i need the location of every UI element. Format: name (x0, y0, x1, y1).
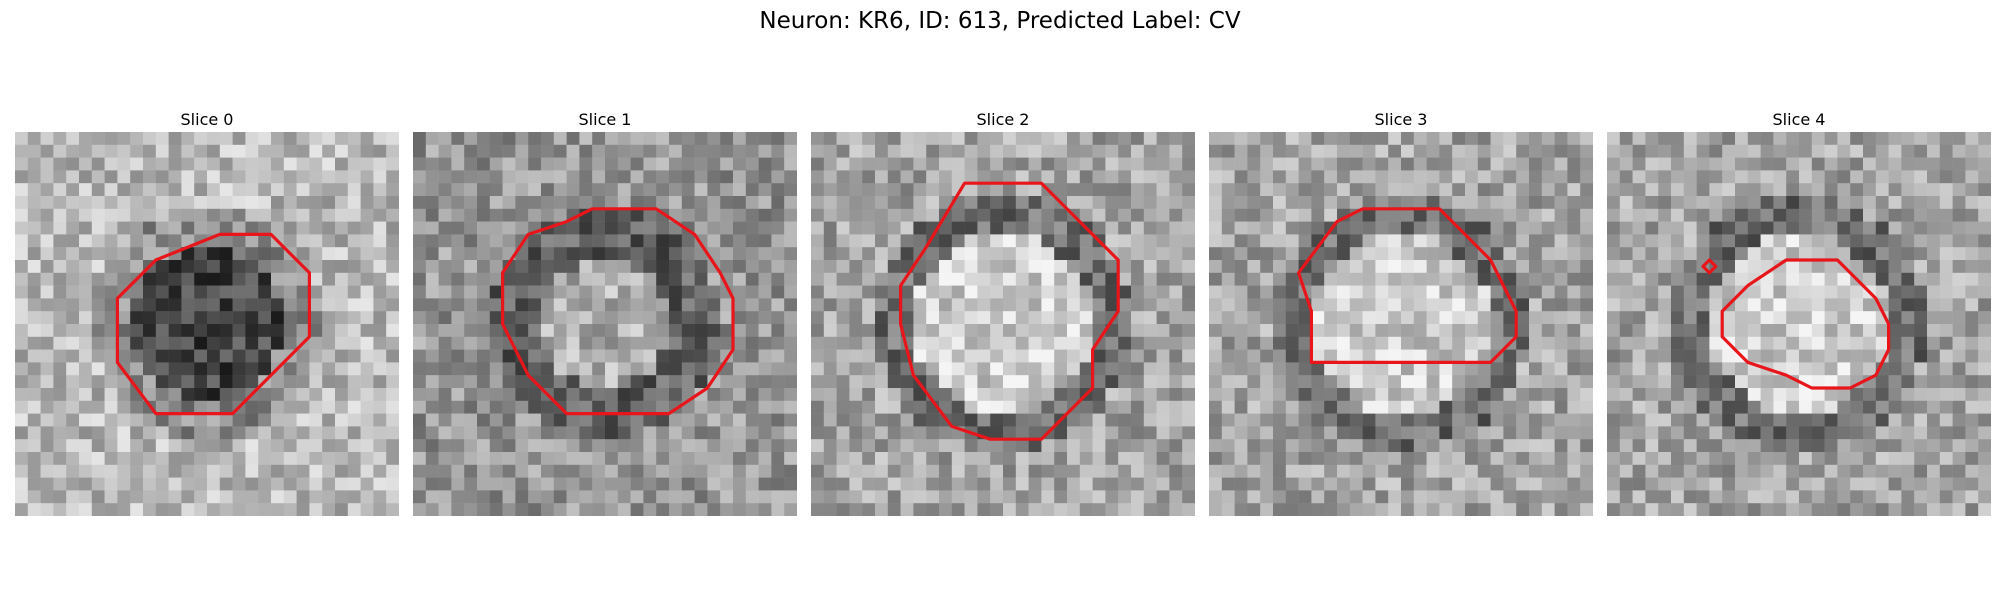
figure-title: Neuron: KR6, ID: 613, Predicted Label: C… (759, 8, 1241, 34)
slice-image-2 (811, 132, 1195, 516)
slice-image-0 (15, 132, 399, 516)
segmentation-contour-0 (115, 232, 312, 416)
slice-panel-3: Slice 3 (1209, 108, 1593, 516)
slice-panel-1: Slice 1 (413, 108, 797, 516)
slice-title-3: Slice 3 (1374, 110, 1428, 129)
slice-panel-2: Slice 2 (811, 108, 1195, 516)
slice-title-1: Slice 1 (578, 110, 632, 129)
slice-image-1 (413, 132, 797, 516)
segmentation-contour-1 (501, 207, 735, 416)
segmentation-contour-4 (1720, 258, 1891, 390)
segmentation-contour-extra-4-0 (1701, 258, 1718, 275)
segmentation-contour-2 (899, 181, 1120, 441)
slice-panel-4: Slice 4 (1607, 108, 1991, 516)
slice-image-4 (1607, 132, 1991, 516)
segmentation-contour-3 (1297, 207, 1518, 364)
slice-image-3 (1209, 132, 1593, 516)
slice-title-4: Slice 4 (1772, 110, 1826, 129)
slice-title-0: Slice 0 (180, 110, 234, 129)
slice-panel-0: Slice 0 (15, 108, 399, 516)
slice-title-2: Slice 2 (976, 110, 1030, 129)
